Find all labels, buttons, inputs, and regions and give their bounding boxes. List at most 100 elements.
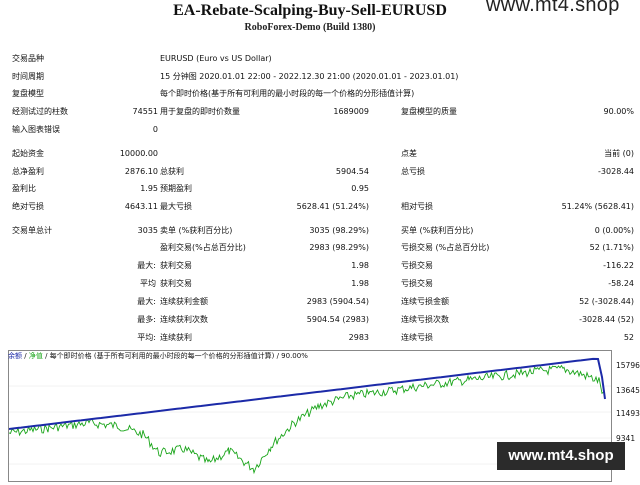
report-label: 预期盈利 xyxy=(160,184,192,193)
chart-legend: 余额 / 净值 / 每个即时价格 (基于所有可利用的最小时段的每一个价格的分形插… xyxy=(8,351,308,362)
report-value: 每个即时价格(基于所有可利用的最小时段的每一个价格的分形插值计算) xyxy=(160,89,415,98)
report-header-cut xyxy=(150,0,500,1)
report-row-dd: 绝对亏损 4643.11 最大亏损 5628.41 (51.24%) 相对亏损 51.24… xyxy=(0,200,640,214)
report-label: 获利交易 xyxy=(160,261,192,270)
balance-chart xyxy=(8,350,612,482)
report-label: 最大: xyxy=(137,297,156,306)
watermark-bottom: www.mt4.shop xyxy=(497,442,625,470)
report-value: 4643.11 xyxy=(124,202,158,211)
report-label: 交易单总计 xyxy=(12,226,52,235)
report-value: 1.98 xyxy=(351,279,369,288)
report-label: 最大亏损 xyxy=(160,202,192,211)
report-value: -3028.44 (52) xyxy=(579,315,634,324)
report-value: 0.95 xyxy=(351,184,369,193)
y-axis-label: 15796 xyxy=(616,361,640,370)
report-value: 0 (0.00%) xyxy=(594,226,634,235)
report-value: 52 xyxy=(623,333,634,342)
report-label: 总获利 xyxy=(160,167,184,176)
report-value: 3035 xyxy=(137,226,158,235)
legend-separator: / xyxy=(276,352,279,360)
report-label: 亏损交易 (%占总百分比) xyxy=(401,243,490,252)
report-label: 亏损交易 xyxy=(401,279,433,288)
report-title: EA-Rebate-Scalping-Buy-Sell-EURUSD xyxy=(173,2,447,19)
report-value: 15 分钟图 2020.01.01 22:00 - 2022.12.30 21:… xyxy=(160,72,459,81)
y-axis-label: 9341 xyxy=(616,434,636,443)
report-label: 复盘模型的质量 xyxy=(401,107,457,116)
report-label: 时间周期 xyxy=(12,72,44,81)
report-label: 平均 xyxy=(140,279,156,288)
report-value: -116.22 xyxy=(603,261,634,270)
report-value: -58.24 xyxy=(608,279,634,288)
report-label: 输入图表错误 xyxy=(12,125,60,134)
report-value: 1.95 xyxy=(140,184,158,193)
report-value: 2983 xyxy=(348,333,369,342)
report-value: 2876.10 xyxy=(124,167,158,176)
report-value: 90.00% xyxy=(603,107,634,116)
report-row-model: 复盘模型 每个即时价格(基于所有可利用的最小时段的每一个价格的分形插值计算) xyxy=(0,87,640,101)
legend-equity: 净值 xyxy=(28,352,43,360)
report-row-errors: 输入图表错误 0 xyxy=(0,123,640,137)
report-label: 总净盈利 xyxy=(12,167,44,176)
report-value: EURUSD (Euro vs US Dollar) xyxy=(160,54,272,63)
report-label: 盈利交易(%占总百分比) xyxy=(160,243,246,252)
report-row-bars: 经测试过的柱数 74551 用于复盘的即时价数量 1689009 复盘模型的质量 90.0… xyxy=(0,105,640,119)
report-label: 最大: xyxy=(137,261,156,270)
report-label: 连续亏损金额 xyxy=(401,297,449,306)
report-row-maxcons: 最大: 连续获利金额 2983 (5904.54) 连续亏损金额 52 (-3028.4… xyxy=(0,295,640,309)
report-value: 52 (-3028.44) xyxy=(579,297,634,306)
balance-chart-svg xyxy=(8,351,611,481)
report-value: 74551 xyxy=(132,107,158,116)
report-label: 用于复盘的即时价数量 xyxy=(160,107,240,116)
report-row-avgcons: 平均: 连续获利 2983 连续亏损 52 xyxy=(0,331,640,345)
report-value: 1.98 xyxy=(351,261,369,270)
report-value: 3035 (98.29%) xyxy=(309,226,369,235)
report-label: 平均: xyxy=(137,333,156,342)
report-row-deposit: 起始资金 10000.00 点差 当前 (0) xyxy=(0,147,640,161)
report-row-symbol: 交易品种 EURUSD (Euro vs US Dollar) xyxy=(0,52,640,66)
report-label: 连续亏损次数 xyxy=(401,315,449,324)
report-row-profit: 总净盈利 2876.10 总获利 5904.54 总亏损 -3028.44 xyxy=(0,165,640,179)
report-label: 连续获利金额 xyxy=(160,297,208,306)
report-label: 连续获利次数 xyxy=(160,315,208,324)
report-value: 10000.00 xyxy=(119,149,158,158)
legend-separator: / xyxy=(45,352,48,360)
equity-line xyxy=(8,364,604,475)
report-subtitle: RoboForex-Demo (Build 1380) xyxy=(244,22,376,33)
report-value: 5628.41 (51.24%) xyxy=(296,202,369,211)
report-row-trades: 交易单总计 3035 卖单 (%获利百分比) 3035 (98.29%) 买单 (%获利… xyxy=(0,224,640,238)
legend-model: 每个即时价格 (基于所有可利用的最小时段的每一个价格的分形插值计算) xyxy=(49,352,275,360)
report-row-pf: 盈利比 1.95 预期盈利 0.95 xyxy=(0,182,640,196)
report-label: 总亏损 xyxy=(401,167,425,176)
report-row-maxconsnum: 最多: 连续获利次数 5904.54 (2983) 连续亏损次数 -3028.44 (5… xyxy=(0,313,640,327)
report-label: 绝对亏损 xyxy=(12,202,44,211)
y-axis-label: 11493 xyxy=(616,409,640,418)
report-value: -3028.44 xyxy=(598,167,634,176)
watermark-top: www.mt4.shop xyxy=(486,0,620,16)
report-value: 5904.54 xyxy=(335,167,369,176)
report-label: 买单 (%获利百分比) xyxy=(401,226,474,235)
report-label: 卖单 (%获利百分比) xyxy=(160,226,233,235)
report-value: 当前 (0) xyxy=(604,149,634,158)
report-value: 1689009 xyxy=(333,107,369,116)
report-row-largest: 最大: 获利交易 1.98 亏损交易 -116.22 xyxy=(0,259,640,273)
balance-line xyxy=(8,357,606,430)
report-label: 获利交易 xyxy=(160,279,192,288)
report-label: 最多: xyxy=(137,315,156,324)
report-label: 亏损交易 xyxy=(401,261,433,270)
report-value: 2983 (5904.54) xyxy=(306,297,369,306)
report-label: 复盘模型 xyxy=(12,89,44,98)
legend-quality: 90.00% xyxy=(281,352,308,360)
report-value: 2983 (98.29%) xyxy=(309,243,369,252)
report-label: 连续获利 xyxy=(160,333,192,342)
report-label: 相对亏损 xyxy=(401,202,433,211)
report-value: 5904.54 (2983) xyxy=(306,315,369,324)
report-row-average: 平均 获利交易 1.98 亏损交易 -58.24 xyxy=(0,277,640,291)
report-label: 盈利比 xyxy=(12,184,36,193)
report-value: 51.24% (5628.41) xyxy=(561,202,634,211)
legend-balance: 余额 xyxy=(8,352,22,360)
report-label: 交易品种 xyxy=(12,54,44,63)
report-value: 0 xyxy=(152,125,158,134)
report-value: 52 (1.71%) xyxy=(589,243,634,252)
y-axis-label: 13645 xyxy=(616,386,640,395)
report-row-period: 时间周期 15 分钟图 2020.01.01 22:00 - 2022.12.30… xyxy=(0,70,640,84)
